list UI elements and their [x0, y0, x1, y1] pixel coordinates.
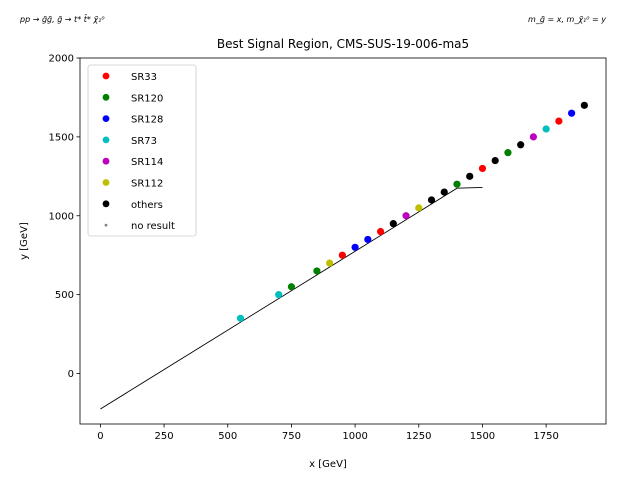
- legend-marker: [102, 200, 110, 208]
- data-point-sr120: [313, 267, 321, 275]
- data-point-sr73: [236, 314, 245, 322]
- legend-label: SR33: [131, 72, 157, 83]
- data-point-sr73: [542, 125, 550, 133]
- x-tick-label: 0: [97, 431, 103, 442]
- process-label: pp → g̃g̃, g̃ → t* t̄* χ̃₁⁰: [19, 14, 105, 24]
- data-point-others: [389, 220, 397, 228]
- y-tick-label: 1000: [49, 211, 74, 222]
- y-axis-label: y [GeV]: [19, 222, 30, 260]
- data-point-sr73: [275, 291, 283, 299]
- data-point-others: [491, 156, 499, 165]
- legend-marker: [102, 157, 110, 165]
- x-tick-label: 1500: [470, 431, 495, 442]
- legend-label: no result: [131, 221, 175, 232]
- legend-marker: [102, 72, 110, 80]
- data-point-others: [517, 141, 525, 149]
- data-point-sr33: [555, 117, 563, 125]
- data-point-sr128: [351, 243, 359, 251]
- legend-label: others: [131, 200, 163, 211]
- legend-marker: [102, 136, 110, 144]
- x-tick-label: 250: [155, 431, 174, 442]
- data-point-sr33: [338, 251, 346, 259]
- data-point-sr114: [402, 212, 410, 220]
- mass-label: m_g̃ = x, m_χ̃₁⁰ = y: [528, 15, 606, 24]
- data-point-sr33: [478, 164, 487, 173]
- legend-box: [87, 64, 197, 237]
- legend: SR33 SR120 SR128 SR73 SR114 SR112 others no res…: [87, 64, 197, 237]
- data-point-sr114: [529, 133, 538, 141]
- data-point-sr112: [415, 204, 423, 212]
- y-tick-label: 0: [68, 369, 74, 380]
- data-point-others: [440, 188, 448, 196]
- chart-title: Best Signal Region, CMS-SUS-19-006-ma5: [217, 37, 469, 51]
- x-axis-label: x [GeV]: [309, 459, 347, 470]
- y-tick-label: 500: [55, 290, 74, 301]
- y-tick-label: 1500: [49, 132, 74, 143]
- data-point-sr33: [376, 227, 385, 236]
- data-point-others: [466, 172, 474, 180]
- legend-marker: [102, 179, 110, 186]
- x-tick-label: 1000: [342, 431, 367, 442]
- data-point-sr120: [453, 180, 461, 188]
- data-point-sr128: [568, 109, 576, 117]
- legend-label: SR112: [131, 179, 163, 190]
- axis-ticks: 0 250 500 750 1000 1250 1500 1750 0 500 1000 1500 20…: [49, 54, 559, 443]
- data-point-sr120: [504, 149, 512, 157]
- legend-marker: [104, 223, 108, 227]
- plot-area: [100, 101, 588, 410]
- legend-label: SR73: [131, 136, 157, 147]
- x-tick-label: 750: [282, 431, 301, 442]
- data-point-sr112: [326, 259, 334, 267]
- x-tick-label: 1250: [406, 431, 431, 442]
- legend-label: SR114: [131, 157, 163, 168]
- data-point-sr120: [287, 283, 296, 291]
- data-point-others: [427, 196, 436, 204]
- legend-marker: [102, 115, 110, 122]
- data-point-others: [580, 101, 588, 109]
- data-point-sr128: [364, 235, 372, 244]
- x-tick-label: 500: [218, 431, 237, 442]
- plot-frame: [79, 57, 607, 425]
- y-tick-label: 2000: [49, 54, 74, 65]
- x-tick-label: 1750: [533, 431, 558, 442]
- legend-label: SR120: [131, 93, 163, 104]
- legend-marker: [102, 93, 110, 101]
- legend-label: SR128: [131, 115, 163, 126]
- exclusion-line: [100, 186, 483, 410]
